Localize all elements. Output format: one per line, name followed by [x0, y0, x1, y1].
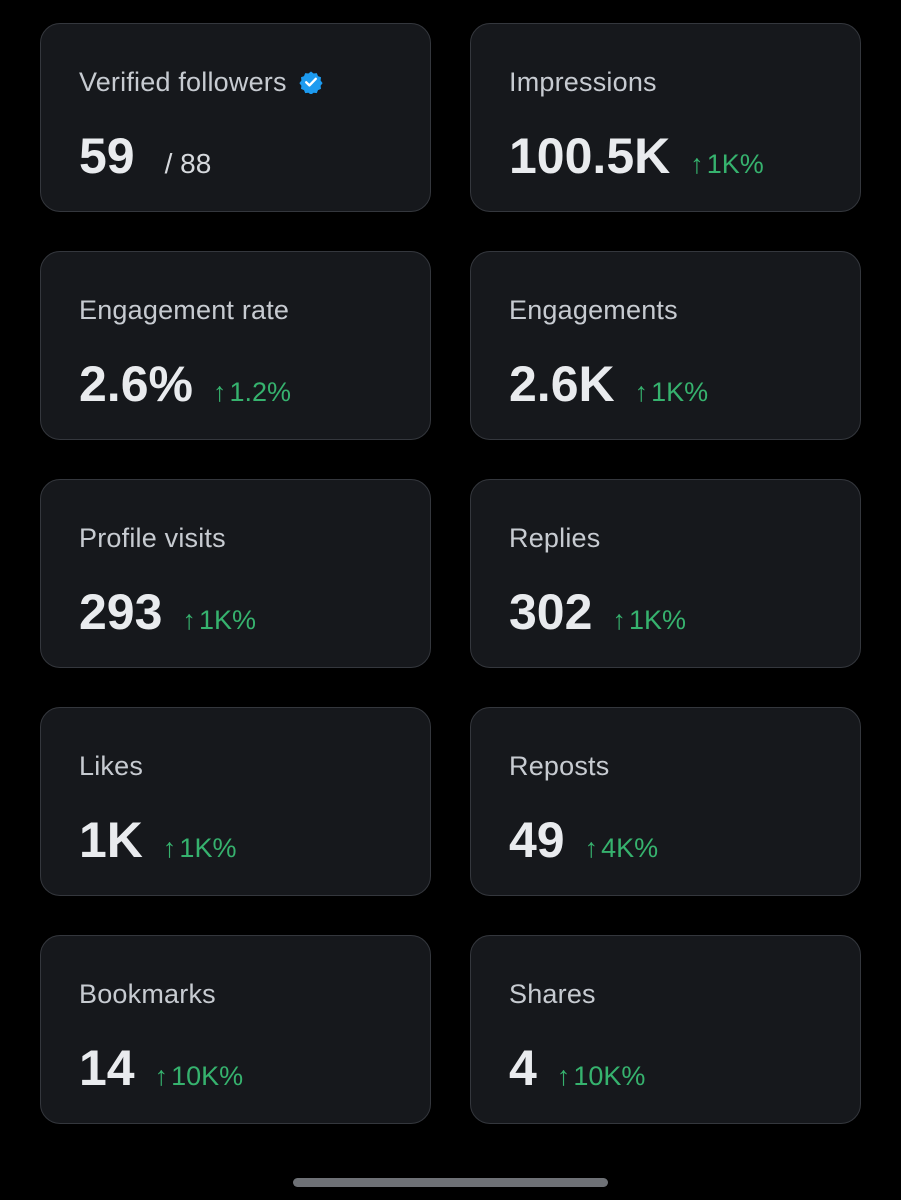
metric-label: Bookmarks — [79, 979, 216, 1009]
metric-value: 4 — [509, 1040, 537, 1096]
metric-card-profile-visits[interactable]: Profile visits 293 ↑ 1K% — [40, 479, 431, 668]
up-arrow-icon: ↑ — [556, 1061, 571, 1091]
metric-value-row: 4 ↑ 10K% — [509, 1038, 645, 1098]
metric-label-row: Likes — [79, 750, 143, 782]
metric-value-row: 2.6% ↑ 1.2% — [79, 354, 291, 414]
up-arrow-icon: ↑ — [634, 377, 649, 407]
metric-value: 49 — [509, 812, 565, 868]
metric-label: Impressions — [509, 67, 657, 97]
metric-change-value: 1K% — [706, 149, 764, 179]
metric-value: 2.6% — [79, 356, 193, 412]
metric-change-value: 1K% — [198, 605, 256, 635]
metric-label-row: Shares — [509, 978, 596, 1010]
metric-value-row: 14 ↑ 10K% — [79, 1038, 243, 1098]
metric-value-row: 2.6K ↑ 1K% — [509, 354, 708, 414]
up-arrow-icon: ↑ — [212, 377, 227, 407]
metric-change: ↑ 1K% — [690, 148, 764, 180]
metric-label: Reposts — [509, 751, 610, 781]
metric-change: ↑ 1K% — [182, 604, 256, 636]
metric-label: Replies — [509, 523, 601, 553]
metrics-grid: Verified followers 59 / 88 Impressions 1… — [40, 23, 861, 1124]
metric-value-row: 100.5K ↑ 1K% — [509, 126, 764, 186]
metric-value-row: 59 / 88 — [79, 126, 211, 186]
metric-card-shares[interactable]: Shares 4 ↑ 10K% — [470, 935, 861, 1124]
metric-label: Engagement rate — [79, 295, 290, 325]
up-arrow-icon: ↑ — [612, 605, 626, 635]
metric-change-value: 1K% — [651, 377, 709, 407]
metric-value: 59 — [79, 128, 135, 184]
metric-label-row: Engagements — [509, 294, 678, 326]
metric-change: ↑ 1K% — [635, 376, 709, 408]
metric-card-engagement-rate[interactable]: Engagement rate 2.6% ↑ 1.2% — [40, 251, 431, 440]
metric-change-value: 1K% — [179, 833, 237, 863]
metric-change-value: 10K% — [573, 1061, 646, 1091]
metric-label-row: Bookmarks — [79, 978, 216, 1010]
up-arrow-icon: ↑ — [162, 833, 177, 863]
metric-value: 293 — [79, 584, 163, 640]
metric-change: ↑ 10K% — [155, 1060, 244, 1092]
metric-change-value: 1.2% — [229, 377, 292, 407]
metric-label-row: Engagement rate — [79, 294, 289, 326]
metric-change-value: 4K% — [601, 833, 659, 863]
metric-card-impressions[interactable]: Impressions 100.5K ↑ 1K% — [470, 23, 861, 212]
metric-label: Profile visits — [79, 523, 226, 553]
verified-badge-icon — [299, 70, 323, 95]
metric-value: 14 — [79, 1040, 135, 1096]
metric-card-bookmarks[interactable]: Bookmarks 14 ↑ 10K% — [40, 935, 431, 1124]
metric-value: 2.6K — [509, 356, 615, 412]
metric-card-likes[interactable]: Likes 1K ↑ 1K% — [40, 707, 431, 896]
metric-change: ↑ 10K% — [557, 1060, 646, 1092]
metric-change: ↑ 4K% — [585, 832, 659, 864]
metric-label-row: Verified followers — [79, 66, 323, 98]
metric-label: Verified followers — [79, 67, 287, 97]
metric-label: Engagements — [509, 295, 678, 325]
metric-value: 100.5K — [509, 128, 671, 184]
metric-change-value: 10K% — [171, 1061, 244, 1091]
home-indicator[interactable] — [293, 1178, 608, 1187]
metric-card-verified-followers[interactable]: Verified followers 59 / 88 — [40, 23, 431, 212]
metric-label: Shares — [509, 979, 596, 1009]
metric-card-engagements[interactable]: Engagements 2.6K ↑ 1K% — [470, 251, 861, 440]
metric-value: 1K — [79, 812, 143, 868]
metric-change: ↑ 1.2% — [213, 376, 291, 408]
up-arrow-icon: ↑ — [690, 149, 704, 179]
metric-label-row: Profile visits — [79, 522, 226, 554]
up-arrow-icon: ↑ — [154, 1061, 169, 1091]
up-arrow-icon: ↑ — [584, 833, 599, 863]
metric-label-row: Replies — [509, 522, 600, 554]
metric-card-reposts[interactable]: Reposts 49 ↑ 4K% — [470, 707, 861, 896]
metric-change-value: 1K% — [628, 605, 686, 635]
metric-value-row: 1K ↑ 1K% — [79, 810, 236, 870]
metric-value-row: 302 ↑ 1K% — [509, 582, 686, 642]
metric-value-row: 49 ↑ 4K% — [509, 810, 658, 870]
metric-value: 302 — [509, 584, 593, 640]
metric-label-row: Impressions — [509, 66, 657, 98]
up-arrow-icon: ↑ — [182, 605, 196, 635]
metric-label-row: Reposts — [509, 750, 609, 782]
metric-card-replies[interactable]: Replies 302 ↑ 1K% — [470, 479, 861, 668]
metric-value-row: 293 ↑ 1K% — [79, 582, 256, 642]
metric-change: ↑ 1K% — [612, 604, 686, 636]
metric-total: / 88 — [164, 148, 212, 179]
metric-change: ↑ 1K% — [163, 832, 237, 864]
metric-label: Likes — [79, 751, 144, 781]
